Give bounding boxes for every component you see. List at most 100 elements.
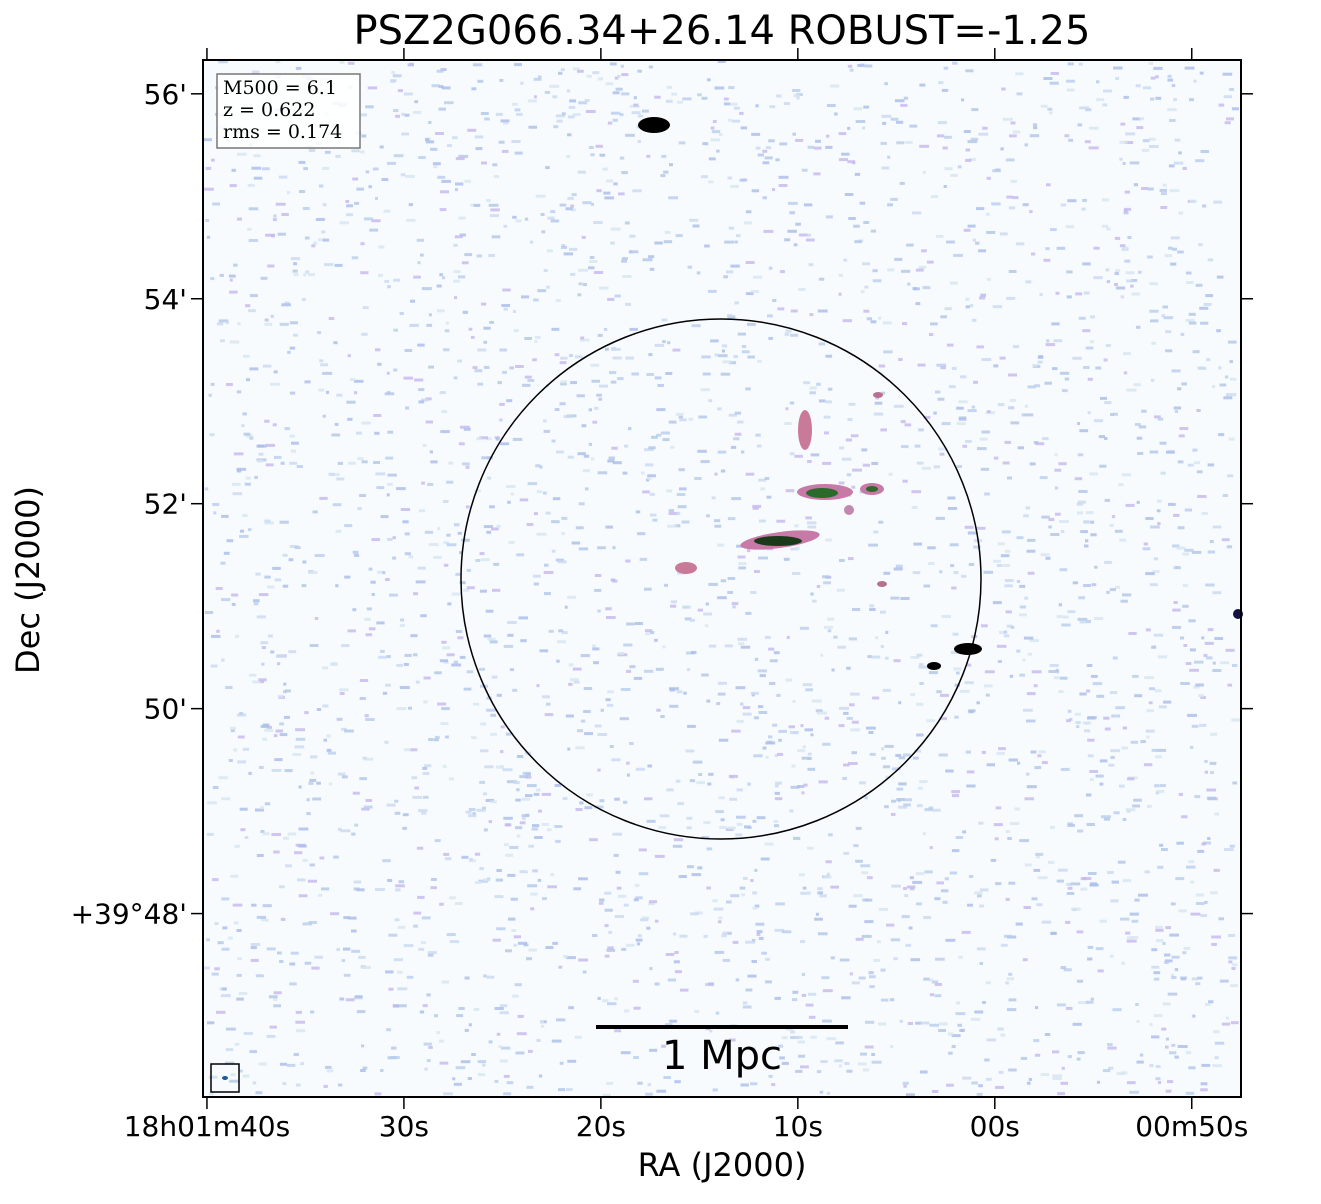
noise-pixel <box>289 962 296 966</box>
noise-pixel <box>510 492 514 496</box>
beam <box>222 1076 228 1080</box>
noise-pixel <box>247 528 252 532</box>
noise-pixel <box>385 578 390 581</box>
noise-pixel <box>1009 674 1014 678</box>
noise-pixel <box>967 531 977 535</box>
noise-pixel <box>967 409 977 413</box>
noise-pixel <box>972 238 976 242</box>
noise-pixel <box>536 1039 541 1042</box>
noise-pixel <box>1034 1006 1039 1010</box>
noise-pixel <box>846 1069 853 1073</box>
noise-pixel <box>1004 584 1013 588</box>
noise-pixel <box>596 189 602 193</box>
noise-pixel <box>1103 817 1110 821</box>
noise-pixel <box>612 832 622 836</box>
noise-pixel <box>825 215 833 219</box>
noise-pixel <box>204 487 209 491</box>
noise-pixel <box>1006 296 1016 300</box>
noise-pixel <box>386 803 396 807</box>
noise-pixel <box>670 600 678 604</box>
noise-pixel <box>264 521 274 525</box>
noise-pixel <box>1035 442 1045 446</box>
noise-pixel <box>1167 74 1172 78</box>
noise-pixel <box>986 763 995 767</box>
noise-pixel <box>284 769 293 773</box>
noise-pixel <box>1129 161 1140 165</box>
noise-pixel <box>1076 725 1080 729</box>
noise-pixel <box>218 776 228 780</box>
noise-pixel <box>1140 740 1146 744</box>
noise-pixel <box>361 966 371 969</box>
noise-pixel <box>764 842 774 846</box>
noise-pixel <box>1152 570 1160 574</box>
noise-pixel <box>1078 316 1086 320</box>
noise-pixel <box>1040 104 1048 108</box>
noise-pixel <box>404 349 413 352</box>
noise-pixel <box>213 511 217 515</box>
noise-pixel <box>532 824 540 828</box>
noise-pixel <box>1138 425 1147 429</box>
noise-pixel <box>238 992 248 995</box>
noise-pixel <box>1207 628 1214 632</box>
noise-pixel <box>1184 548 1194 552</box>
noise-pixel <box>870 229 877 233</box>
noise-pixel <box>281 213 289 216</box>
noise-pixel <box>871 462 879 465</box>
noise-pixel <box>470 203 475 207</box>
noise-pixel <box>923 584 931 588</box>
noise-pixel <box>776 693 781 697</box>
noise-pixel <box>421 287 432 291</box>
noise-pixel <box>319 359 324 363</box>
noise-pixel <box>521 797 531 801</box>
noise-pixel <box>1008 758 1018 762</box>
noise-pixel <box>308 273 315 277</box>
noise-pixel <box>264 322 273 326</box>
noise-pixel <box>274 758 283 762</box>
noise-pixel <box>423 700 428 704</box>
noise-pixel <box>1150 76 1156 80</box>
noise-pixel <box>1033 684 1038 688</box>
noise-pixel <box>403 376 413 380</box>
noise-pixel <box>678 415 683 419</box>
noise-pixel <box>206 235 211 239</box>
noise-pixel <box>499 1059 508 1063</box>
noise-pixel <box>676 690 683 694</box>
noise-pixel <box>494 895 504 899</box>
noise-pixel <box>1155 96 1162 100</box>
noise-pixel <box>681 520 690 524</box>
noise-pixel <box>365 170 370 174</box>
noise-pixel <box>807 145 814 149</box>
noise-pixel <box>1157 655 1168 659</box>
noise-pixel <box>929 1023 940 1027</box>
noise-pixel <box>1139 1053 1144 1057</box>
noise-pixel <box>937 121 947 125</box>
noise-pixel <box>625 133 635 137</box>
noise-pixel <box>983 570 994 574</box>
noise-pixel <box>320 363 328 367</box>
noise-pixel <box>588 266 595 270</box>
noise-pixel <box>1108 763 1115 767</box>
noise-pixel <box>997 1027 1004 1031</box>
noise-pixel <box>604 891 612 895</box>
noise-pixel <box>710 138 720 142</box>
noise-pixel <box>1054 486 1059 490</box>
noise-pixel <box>822 575 830 579</box>
noise-pixel <box>363 805 373 809</box>
noise-pixel <box>273 998 278 1001</box>
noise-pixel <box>976 526 986 530</box>
noise-pixel <box>593 271 604 274</box>
noise-pixel <box>561 246 568 249</box>
noise-pixel <box>258 452 264 456</box>
noise-pixel <box>250 958 259 962</box>
noise-pixel <box>577 729 583 733</box>
noise-pixel <box>767 314 773 318</box>
noise-pixel <box>742 712 752 716</box>
noise-pixel <box>536 532 547 536</box>
noise-pixel <box>875 636 879 640</box>
noise-pixel <box>322 704 329 708</box>
noise-pixel <box>736 788 743 792</box>
noise-pixel <box>570 204 574 208</box>
noise-pixel <box>1114 272 1119 275</box>
noise-pixel <box>258 1062 267 1066</box>
noise-pixel <box>533 792 540 796</box>
